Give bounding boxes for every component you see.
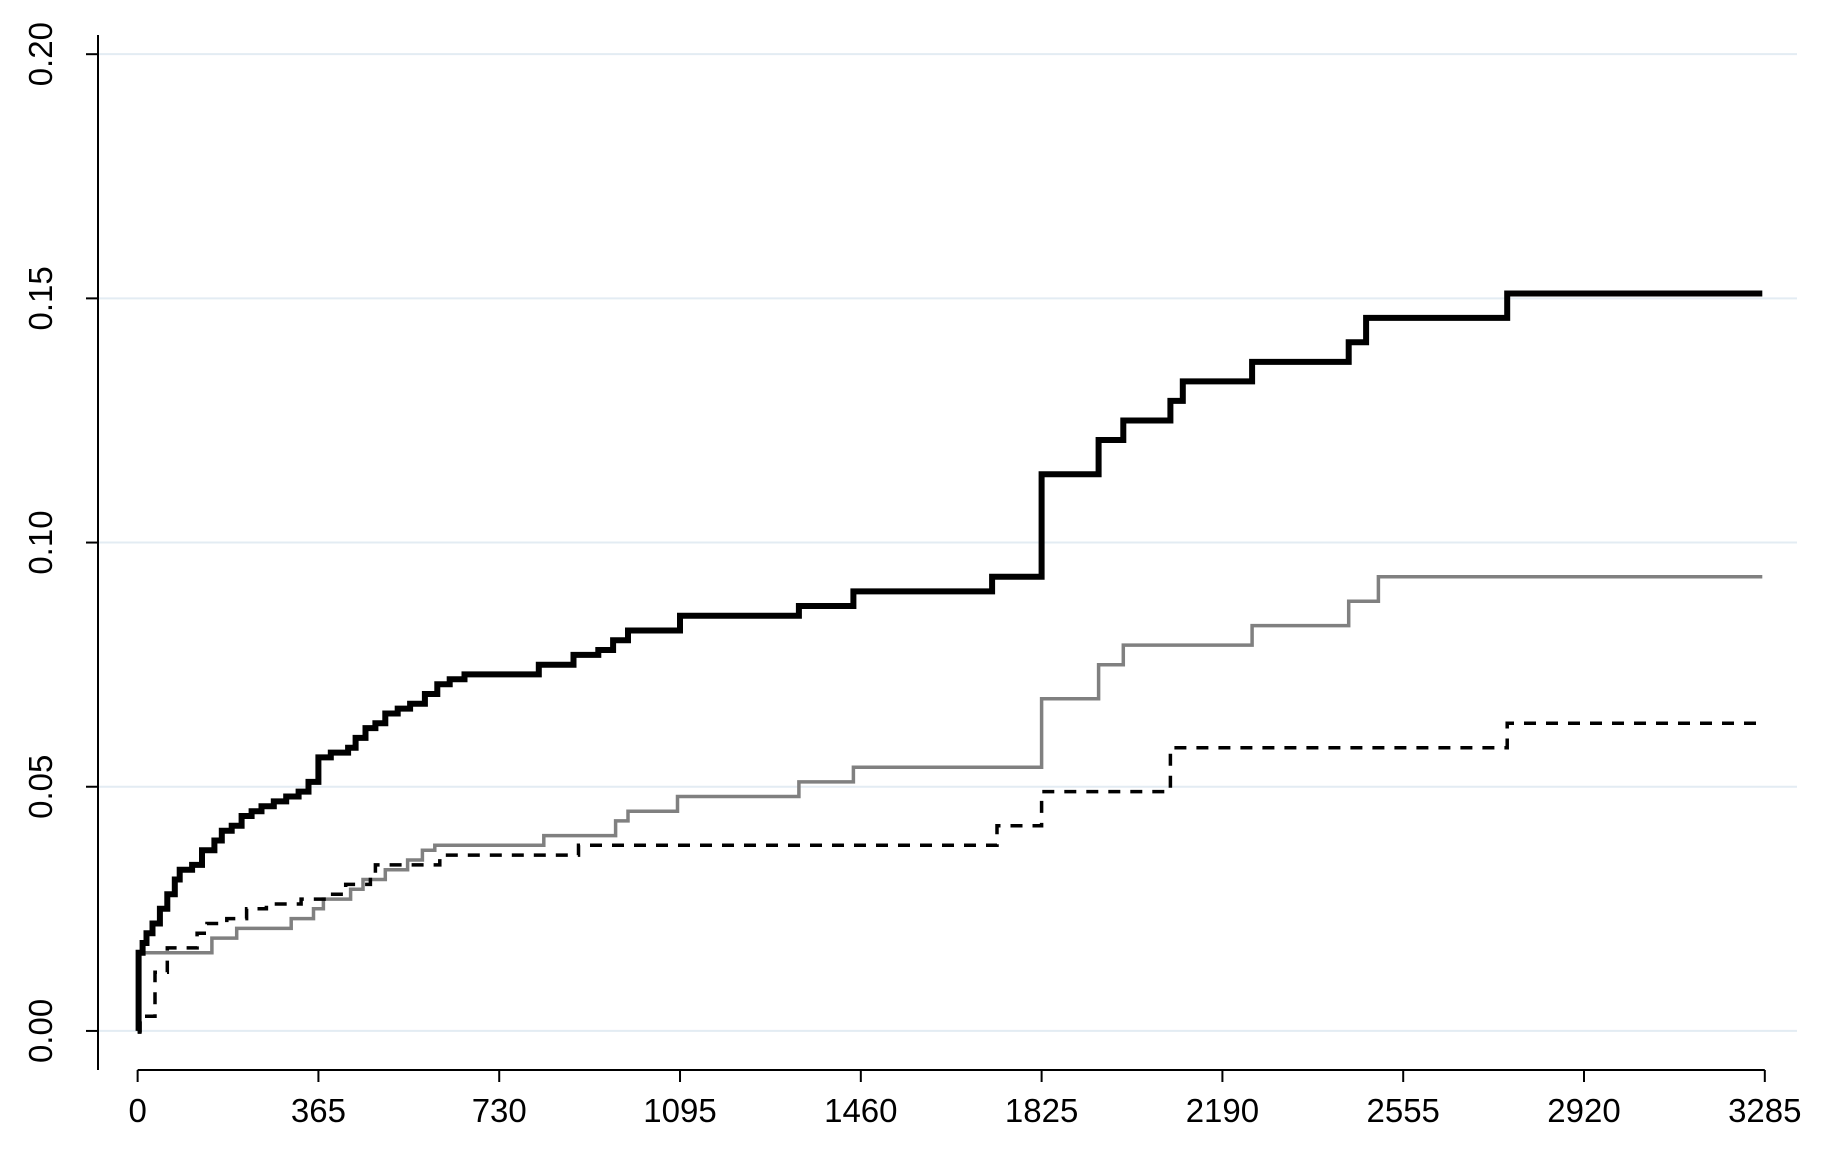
x-tick-label-7: 2555 — [1366, 1092, 1439, 1129]
series-line-0 — [135, 290, 1763, 1034]
axes — [86, 35, 1766, 1082]
x-tick-label-5: 1825 — [1005, 1092, 1078, 1129]
x-tick-label-4: 1460 — [824, 1092, 897, 1129]
x-tick-label-9: 3285 — [1728, 1092, 1801, 1129]
x-tick-label-6: 2190 — [1186, 1092, 1259, 1129]
x-tick-label-0: 0 — [128, 1092, 146, 1129]
series-group — [135, 290, 1763, 1034]
x-tick-label-3: 1095 — [643, 1092, 716, 1129]
x-tick-label-8: 2920 — [1547, 1092, 1620, 1129]
x-tick-label-2: 730 — [472, 1092, 527, 1129]
y-tick-label-2: 0.10 — [22, 510, 59, 574]
gridlines — [98, 53, 1797, 1032]
series-line-1 — [137, 574, 1763, 955]
series-line-2 — [137, 721, 1763, 1033]
y-tick-label-4: 0.20 — [22, 22, 59, 86]
x-tick-label-1: 365 — [291, 1092, 346, 1129]
tick-labels: 0.00 0.05 0.10 0.15 0.20 0 365 730 1095 1460 1825 2… — [22, 22, 1802, 1129]
y-tick-label-3: 0.15 — [22, 266, 59, 330]
y-tick-label-1: 0.05 — [22, 755, 59, 819]
y-tick-label-0: 0.00 — [22, 999, 59, 1063]
